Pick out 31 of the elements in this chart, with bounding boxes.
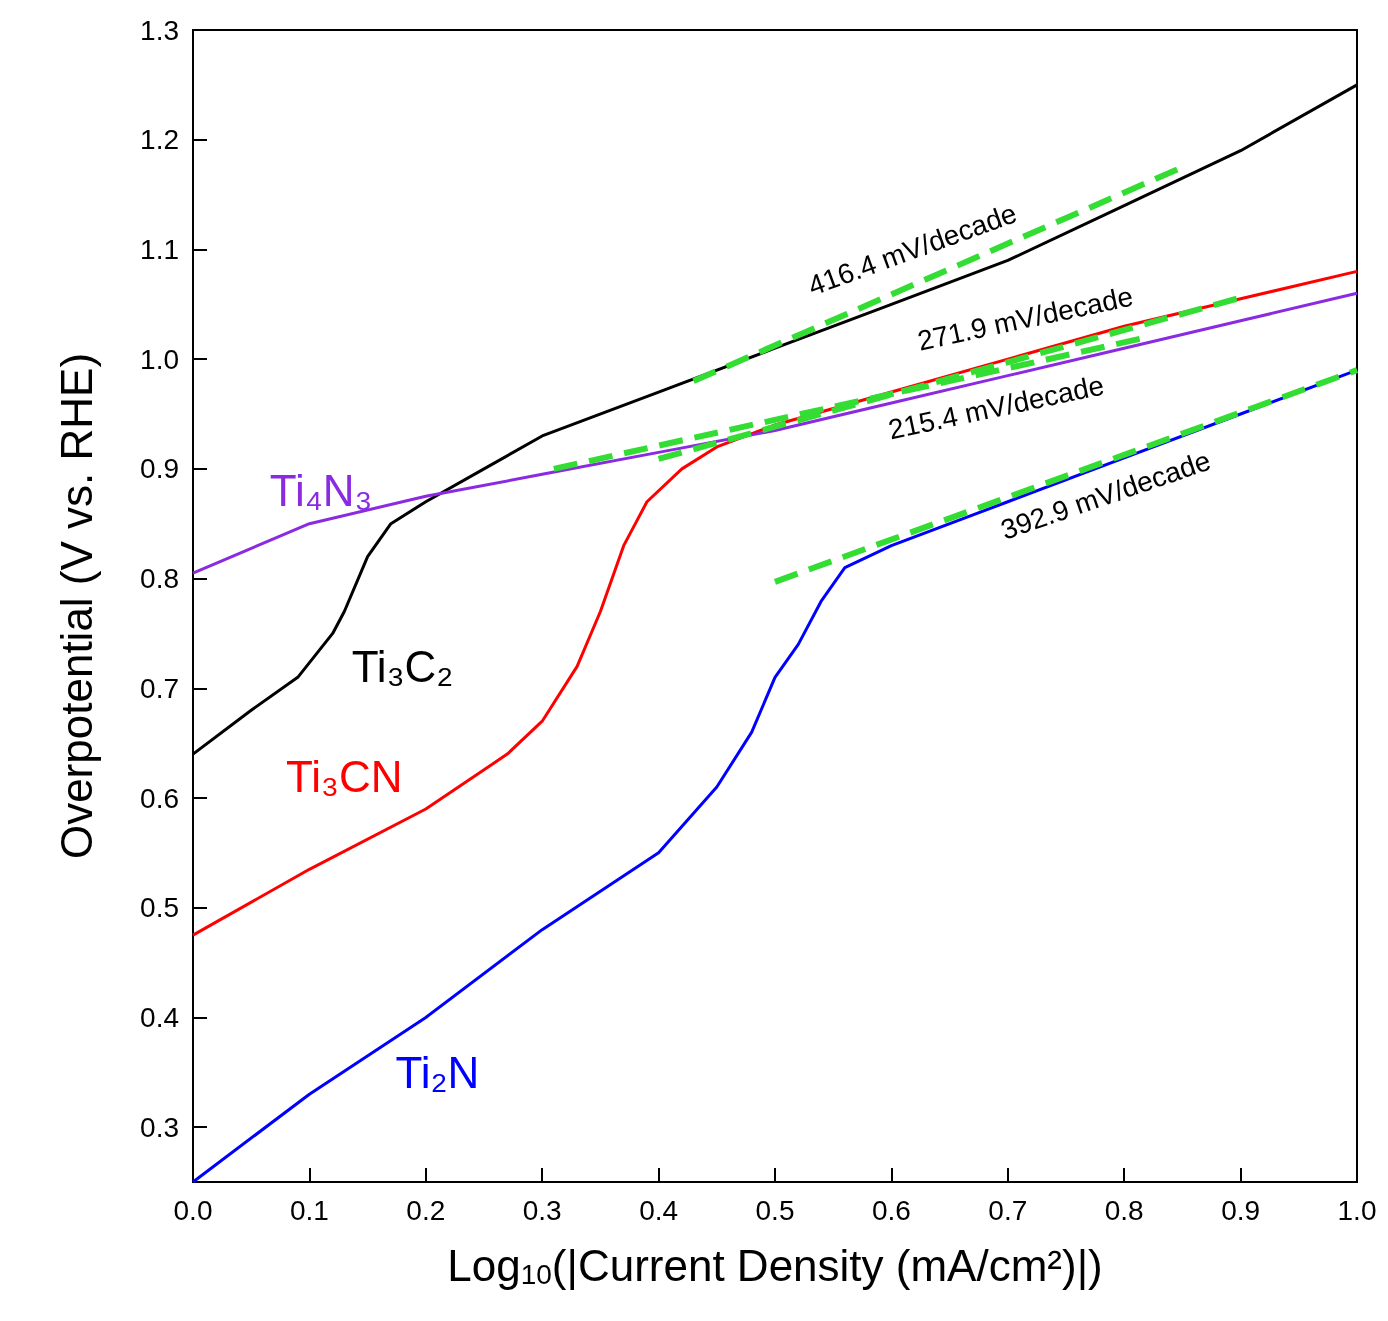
x-tick-label: 0.5	[755, 1194, 795, 1226]
x-tick-label: 0.4	[639, 1194, 679, 1226]
y-tick-label: 0.6	[140, 782, 179, 814]
line-series	[191, 291, 1359, 575]
y-tick-label: 0.3	[140, 1111, 179, 1143]
y-tick-label: 0.7	[140, 672, 179, 704]
x-tick-label: 0.0	[173, 1194, 213, 1226]
y-tick-label: 0.4	[140, 1001, 179, 1033]
x-tick-label: 0.1	[289, 1194, 329, 1226]
y-tick-label: 1.2	[140, 124, 179, 156]
series-label: Ti₂N	[395, 1047, 480, 1097]
annotation: 215.4 mV/decade	[885, 369, 1107, 446]
x-tick-label: 0.7	[988, 1194, 1028, 1226]
y-tick-label: 1.3	[140, 14, 179, 46]
y-tick-label: 1.0	[140, 343, 179, 375]
series-label: Ti₃C₂	[351, 641, 454, 691]
annotation: 271.9 mV/decade	[914, 280, 1136, 357]
series-label: Ti₄N₃	[269, 466, 373, 516]
x-tick-label: 0.8	[1104, 1194, 1144, 1226]
series-label: Ti₃CN	[286, 751, 403, 801]
y-axis-title: Overpotential (V vs. RHE)	[51, 352, 101, 860]
y-tick-label: 0.8	[140, 563, 179, 595]
x-tick-label: 0.2	[406, 1194, 446, 1226]
y-tick-label: 1.1	[140, 233, 179, 265]
x-tick-label: 0.3	[522, 1194, 562, 1226]
x-tick-label: 0.9	[1221, 1194, 1261, 1226]
y-tick-label: 0.5	[140, 892, 179, 924]
x-tick-label: 0.6	[871, 1194, 911, 1226]
y-tick-label: 0.9	[140, 453, 179, 485]
x-axis-title: Log10(|Current Density (mA/cm²)|)	[447, 1240, 1103, 1290]
x-tick-label: 1.0	[1337, 1194, 1377, 1226]
